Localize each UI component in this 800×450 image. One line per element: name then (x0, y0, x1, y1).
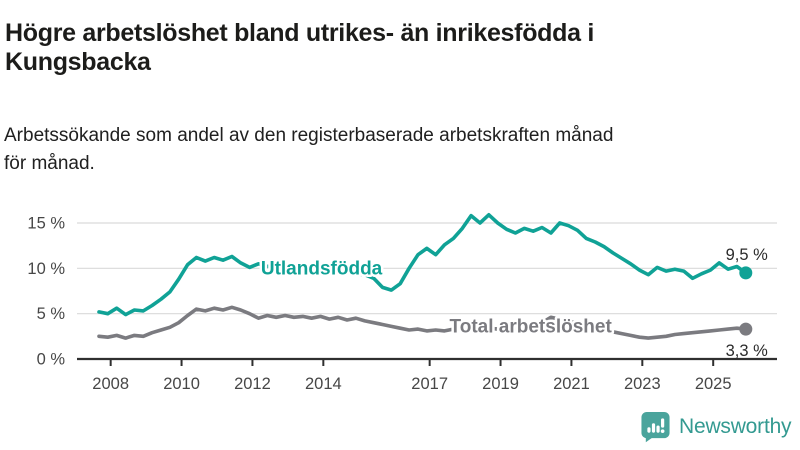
y-axis-label: 5 % (37, 305, 66, 323)
x-axis-label: 2017 (411, 375, 448, 393)
x-axis-label: 2008 (92, 375, 129, 393)
chart-subtitle: Arbetssökande som andel av den registerb… (4, 125, 614, 174)
x-axis-label: 2021 (553, 375, 590, 393)
series-line-utlandsfodda (97, 213, 748, 317)
y-axis-label: 15 % (27, 215, 65, 233)
newsworthy-logo: Newsworthy (640, 411, 792, 443)
x-axis-label: 2023 (624, 375, 661, 393)
x-axis-label: 2012 (234, 375, 271, 393)
y-axis-label: 10 % (27, 260, 65, 278)
series-end-dot-total (739, 322, 753, 336)
newsworthy-bar-chart-icon (641, 411, 670, 443)
y-axis-label: 0 % (37, 351, 66, 369)
x-axis-label: 2019 (482, 375, 519, 393)
x-axis-label: 2025 (695, 375, 732, 393)
end-value-label-utlandsfodda: 9,5 % (726, 246, 769, 264)
series-label-utlandsfodda: Utlandsfödda (261, 258, 383, 279)
x-axis-label: 2014 (305, 375, 342, 393)
series-end-dot-utlandsfodda (739, 266, 753, 280)
series-label-total: Total arbetslöshet (450, 317, 613, 338)
series-line-total (97, 305, 748, 340)
x-axis-label: 2010 (163, 375, 200, 393)
page-title: Högre arbetslöshet bland utrikes- än inr… (5, 18, 594, 77)
newsworthy-brand-name: Newsworthy (679, 415, 792, 438)
end-value-label-total: 3,3 % (726, 342, 769, 360)
